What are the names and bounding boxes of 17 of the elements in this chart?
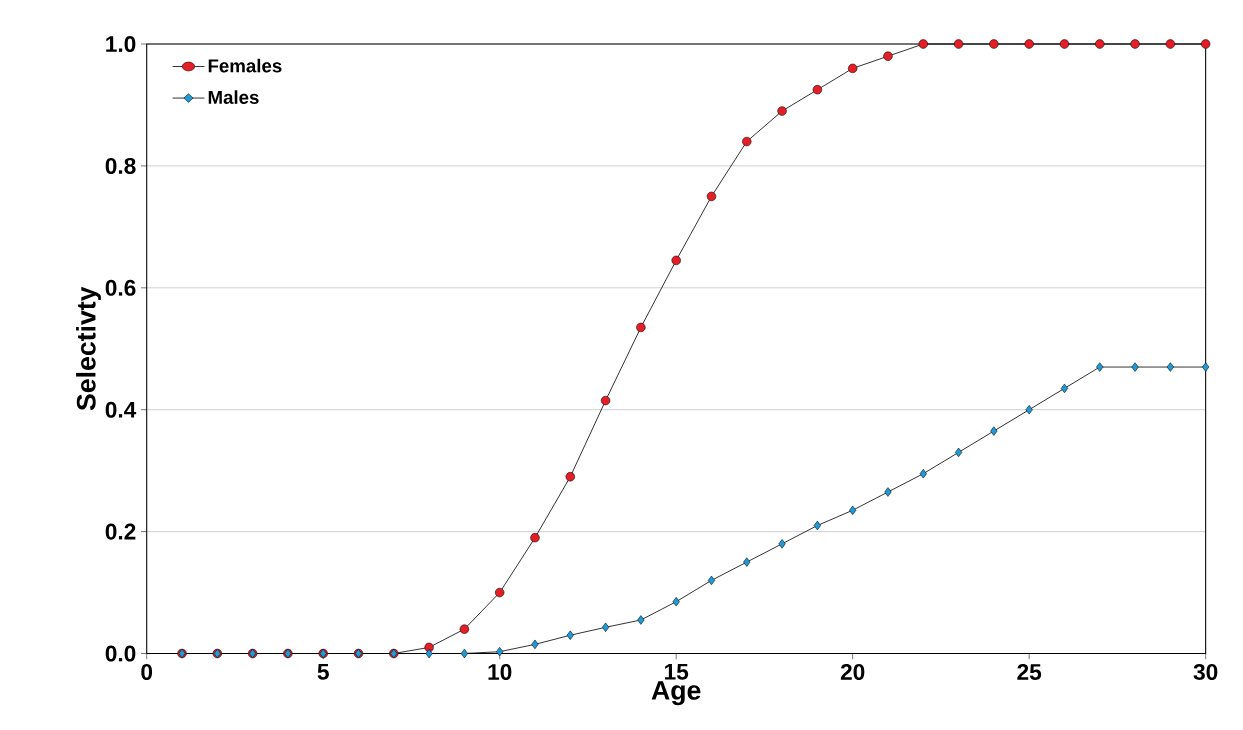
x-tick-label: 0 [141, 664, 153, 681]
y-tick-label: 0.0 [105, 645, 136, 662]
x-tick-label: 10 [488, 664, 512, 681]
y-axis-title: Selectivty [76, 286, 101, 411]
x-tick-label: 5 [317, 664, 329, 680]
legend-label: Females [208, 58, 282, 73]
y-tick-label: 0.8 [105, 158, 136, 175]
x-tick-label: 20 [840, 664, 865, 681]
x-tick-label: 30 [1193, 664, 1218, 681]
x-axis-title: Age [651, 681, 701, 706]
y-tick-label: 0.2 [105, 523, 136, 540]
y-tick-label: 1.0 [106, 36, 136, 53]
x-tick-label: 25 [1017, 664, 1042, 681]
legend-label: Males [208, 90, 259, 105]
y-tick-label: 0.6 [105, 280, 136, 297]
x-tick-label: 15 [665, 664, 689, 680]
y-tick-label: 0.4 [105, 401, 137, 418]
